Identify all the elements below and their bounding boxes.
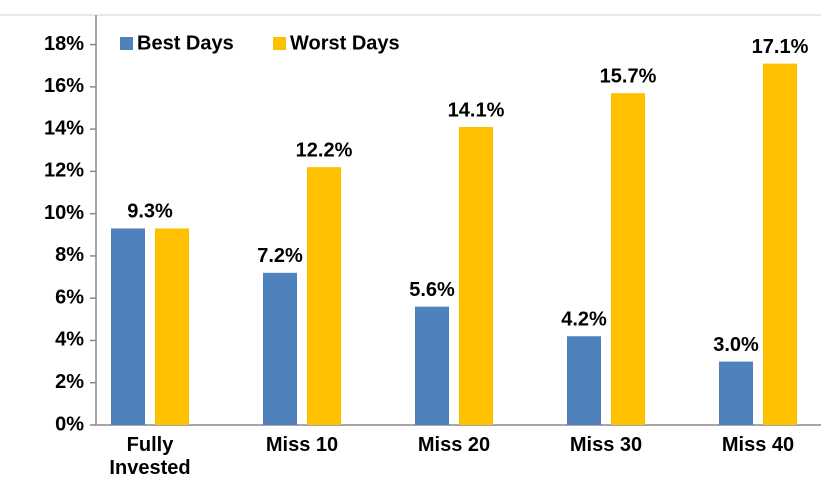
bar [763, 63, 797, 425]
legend-label: Worst Days [290, 32, 400, 54]
data-label: 15.7% [600, 65, 657, 87]
data-label: 9.3% [127, 201, 173, 223]
y-tick-label: 6% [55, 286, 84, 308]
data-label: 3.0% [713, 334, 759, 356]
x-tick-label: Miss 40 [721, 434, 795, 456]
y-tick-label: 18% [44, 33, 84, 55]
y-tick-label: 12% [44, 160, 84, 182]
x-tick-label-box: Fully Invested [109, 434, 191, 479]
data-label: 12.2% [296, 139, 353, 161]
x-tick-label: Miss 10 [265, 434, 339, 456]
legend-label: Best Days [137, 32, 234, 54]
y-tick-label: 16% [44, 75, 84, 97]
x-tick-label-box: Miss 10 [265, 434, 339, 456]
bar [155, 228, 189, 425]
bar [459, 127, 493, 425]
data-label: 17.1% [752, 36, 809, 58]
legend-swatch [120, 37, 133, 50]
bar [307, 167, 341, 425]
bar [719, 361, 753, 425]
y-tick-label: 2% [55, 371, 84, 393]
data-label: 4.2% [561, 309, 607, 331]
y-tick-label: 8% [55, 244, 84, 266]
data-label: 5.6% [409, 279, 455, 301]
y-tick-label: 14% [44, 117, 84, 139]
bar [263, 272, 297, 425]
x-tick-label-box: Miss 40 [721, 434, 795, 456]
y-tick-label: 4% [55, 329, 84, 351]
x-tick-label-box: Miss 30 [569, 434, 643, 456]
data-label: 7.2% [257, 245, 303, 267]
legend-swatch [273, 37, 286, 50]
x-tick-label: Miss 20 [417, 434, 491, 456]
bar [111, 228, 145, 425]
bar [415, 306, 449, 425]
y-tick-label: 10% [44, 202, 84, 224]
data-label: 14.1% [448, 99, 505, 121]
y-tick-label: 0% [55, 413, 84, 435]
bar [567, 336, 601, 425]
x-tick-label: Fully Invested [109, 434, 191, 479]
bar [611, 93, 645, 426]
x-tick-label: Miss 30 [569, 434, 643, 456]
x-tick-label-box: Miss 20 [417, 434, 491, 456]
